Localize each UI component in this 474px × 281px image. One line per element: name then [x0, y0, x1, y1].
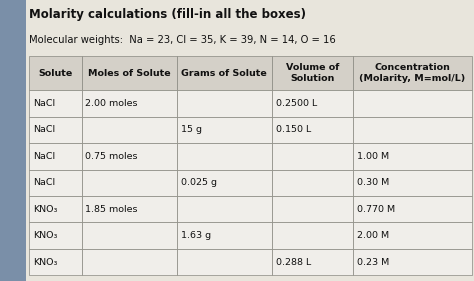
- Text: 0.150 L: 0.150 L: [276, 125, 311, 134]
- Text: 0.025 g: 0.025 g: [181, 178, 217, 187]
- Text: 0.30 M: 0.30 M: [356, 178, 389, 187]
- Text: 0.23 M: 0.23 M: [356, 258, 389, 267]
- Text: 1.00 M: 1.00 M: [356, 152, 389, 161]
- Text: KNO₃: KNO₃: [33, 205, 57, 214]
- Text: 0.770 M: 0.770 M: [356, 205, 395, 214]
- Text: 0.2500 L: 0.2500 L: [276, 99, 317, 108]
- Text: Moles of Solute: Moles of Solute: [88, 69, 171, 78]
- Text: 1.85 moles: 1.85 moles: [85, 205, 138, 214]
- Text: Concentration
(Molarity, M=mol/L): Concentration (Molarity, M=mol/L): [359, 64, 465, 83]
- Text: 1.63 g: 1.63 g: [181, 231, 211, 240]
- Text: KNO₃: KNO₃: [33, 258, 57, 267]
- Text: Grams of Solute: Grams of Solute: [182, 69, 267, 78]
- Text: 0.75 moles: 0.75 moles: [85, 152, 138, 161]
- Text: 0.288 L: 0.288 L: [276, 258, 311, 267]
- Text: Solute: Solute: [38, 69, 73, 78]
- Text: 2.00 moles: 2.00 moles: [85, 99, 138, 108]
- Text: NaCl: NaCl: [33, 152, 55, 161]
- Text: Molecular weights:  Na = 23, Cl = 35, K = 39, N = 14, O = 16: Molecular weights: Na = 23, Cl = 35, K =…: [29, 35, 336, 45]
- Text: NaCl: NaCl: [33, 178, 55, 187]
- Text: NaCl: NaCl: [33, 125, 55, 134]
- Text: Molarity calculations (fill-in all the boxes): Molarity calculations (fill-in all the b…: [29, 8, 306, 21]
- Text: KNO₃: KNO₃: [33, 231, 57, 240]
- Text: NaCl: NaCl: [33, 99, 55, 108]
- Text: 2.00 M: 2.00 M: [356, 231, 389, 240]
- Text: 15 g: 15 g: [181, 125, 201, 134]
- Text: Volume of
Solution: Volume of Solution: [286, 64, 339, 83]
